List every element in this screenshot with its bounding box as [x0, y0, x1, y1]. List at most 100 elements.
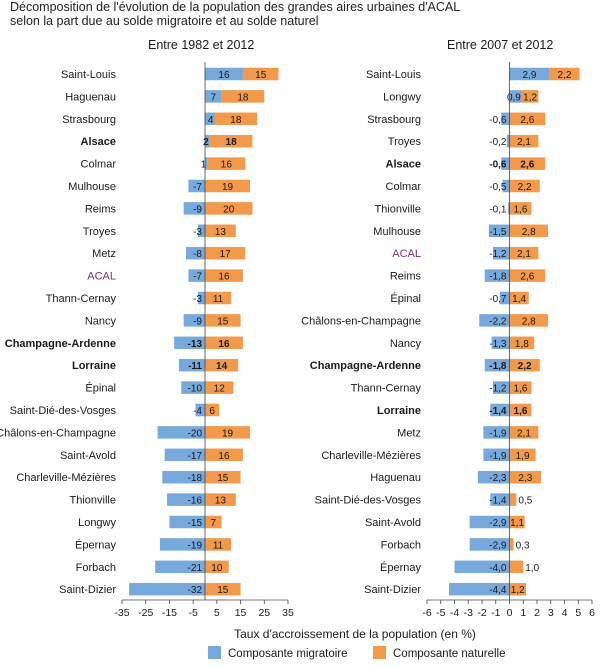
category-label: Épinal	[390, 292, 421, 305]
x-tick-label: -3	[464, 607, 473, 619]
bar-migratory	[186, 246, 205, 260]
data-label-natural: 2,1	[517, 249, 531, 260]
bar-natural	[509, 291, 529, 305]
bar-natural	[509, 403, 532, 417]
legend-label-natural: Composante naturelle	[393, 648, 506, 660]
data-label-migratory: -4	[193, 406, 202, 417]
bar-migratory	[501, 112, 510, 126]
category-label: Thann-Cernay	[351, 383, 422, 395]
data-label-natural: 1,4	[512, 294, 526, 305]
data-label-natural: 0,3	[516, 540, 530, 551]
bar-migratory	[490, 403, 510, 417]
data-label-natural: 1,0	[525, 563, 539, 574]
category-label: Châlons-en-Champagne	[0, 427, 116, 439]
category-label: Charleville-Mézières	[16, 472, 116, 484]
data-label-migratory: -2,9	[489, 518, 507, 529]
category-label: Saint-Dizier	[59, 584, 116, 596]
bar-migratory	[205, 134, 210, 148]
x-tick-label: 3	[548, 607, 554, 619]
bar-migratory	[488, 224, 510, 238]
bar-migratory	[183, 314, 205, 327]
category-label: Nancy	[85, 315, 117, 327]
bar-natural	[221, 90, 265, 103]
x-tick-label: -4	[450, 607, 459, 619]
legend-swatch-migratory	[208, 646, 221, 659]
x-tick-label: -6	[422, 607, 431, 619]
bar-migratory	[508, 202, 510, 215]
data-label-migratory: -13	[188, 339, 203, 350]
bar-natural	[509, 134, 539, 148]
x-tick-label: 1	[520, 607, 526, 619]
data-label-migratory: 7	[211, 92, 217, 103]
bar-migratory	[477, 470, 510, 484]
category-label: Metz	[397, 427, 421, 439]
category-label: Saint-Dizier	[364, 584, 421, 596]
bar-natural	[205, 582, 241, 596]
bar-migratory	[205, 157, 208, 170]
data-label-natural: 13	[215, 496, 227, 507]
bar-natural	[205, 291, 232, 305]
x-tick-label: 6	[589, 607, 595, 619]
data-label-migratory: -1,9	[489, 428, 507, 439]
category-label: Saint-Dié-des-Vosges	[315, 495, 422, 507]
x-tick-label: -2	[477, 607, 486, 619]
data-label-migratory: -15	[188, 518, 203, 529]
data-label-migratory: -9	[193, 316, 202, 327]
data-label-migratory: -2,3	[489, 473, 507, 484]
category-label: ACAL	[87, 271, 116, 283]
data-label-natural: 16	[221, 160, 233, 171]
category-label: Champagne-Ardenne	[5, 338, 116, 350]
category-label: Reims	[85, 203, 117, 215]
bar-migratory	[197, 291, 205, 305]
bar-natural	[509, 336, 535, 350]
category-label: Strasbourg	[367, 114, 421, 126]
category-label: Charleville-Mézières	[321, 450, 421, 462]
category-label: Haguenau	[370, 472, 421, 484]
legend-label-migratory: Composante migratoire	[228, 648, 348, 660]
data-label-natural: 10	[211, 563, 223, 574]
bar-migratory	[155, 560, 205, 574]
data-label-natural: 6	[209, 406, 215, 417]
chart-title: Décomposition de l'évolution de la popul…	[10, 0, 590, 28]
panel-subtitle: Entre 2007 et 2012	[447, 38, 553, 52]
bar-natural	[509, 269, 546, 282]
bar-migratory	[469, 538, 510, 551]
data-label-natural: 1,2	[523, 92, 537, 103]
category-label: Saint-Dié-des-Vosges	[10, 405, 117, 417]
bar-migratory	[129, 582, 205, 596]
data-label-natural: 2,8	[522, 227, 536, 238]
bar-natural	[205, 493, 236, 506]
bar-natural	[509, 202, 532, 215]
bar-migratory	[205, 67, 243, 81]
bar-migratory	[479, 314, 510, 327]
data-label-migratory: -21	[188, 563, 203, 574]
category-label: Thionville	[375, 203, 421, 215]
category-label: Lorraine	[72, 360, 116, 372]
category-label: Strasbourg	[62, 114, 116, 126]
bar-migratory	[454, 560, 510, 574]
data-label-migratory: -1,2	[489, 384, 507, 395]
bar-natural	[205, 224, 236, 238]
bar-migratory	[501, 157, 510, 170]
data-label-natural: 2,2	[518, 361, 532, 372]
bar-natural	[509, 426, 539, 439]
bar-natural	[549, 67, 580, 81]
data-label-natural: 12	[214, 384, 226, 395]
data-label-natural: 16	[218, 451, 230, 462]
data-label-migratory: 16	[218, 70, 230, 81]
data-label-migratory: -0,5	[489, 182, 507, 193]
bar-migratory	[483, 448, 510, 462]
title-line-1: Décomposition de l'évolution de la popul…	[10, 0, 461, 14]
category-label: Thann-Cernay	[46, 293, 117, 305]
bar-natural	[205, 246, 246, 260]
bar-migratory	[502, 179, 510, 193]
x-tick-label: 25	[258, 607, 270, 619]
category-label: Mulhouse	[68, 181, 116, 193]
category-label: Saint-Louis	[366, 69, 422, 81]
panel-subtitle: Entre 1982 et 2012	[148, 38, 254, 52]
bar-migratory	[178, 358, 205, 372]
data-label-migratory: -9	[193, 204, 202, 215]
data-label-migratory: -1,9	[489, 451, 507, 462]
bar-natural	[509, 493, 517, 506]
